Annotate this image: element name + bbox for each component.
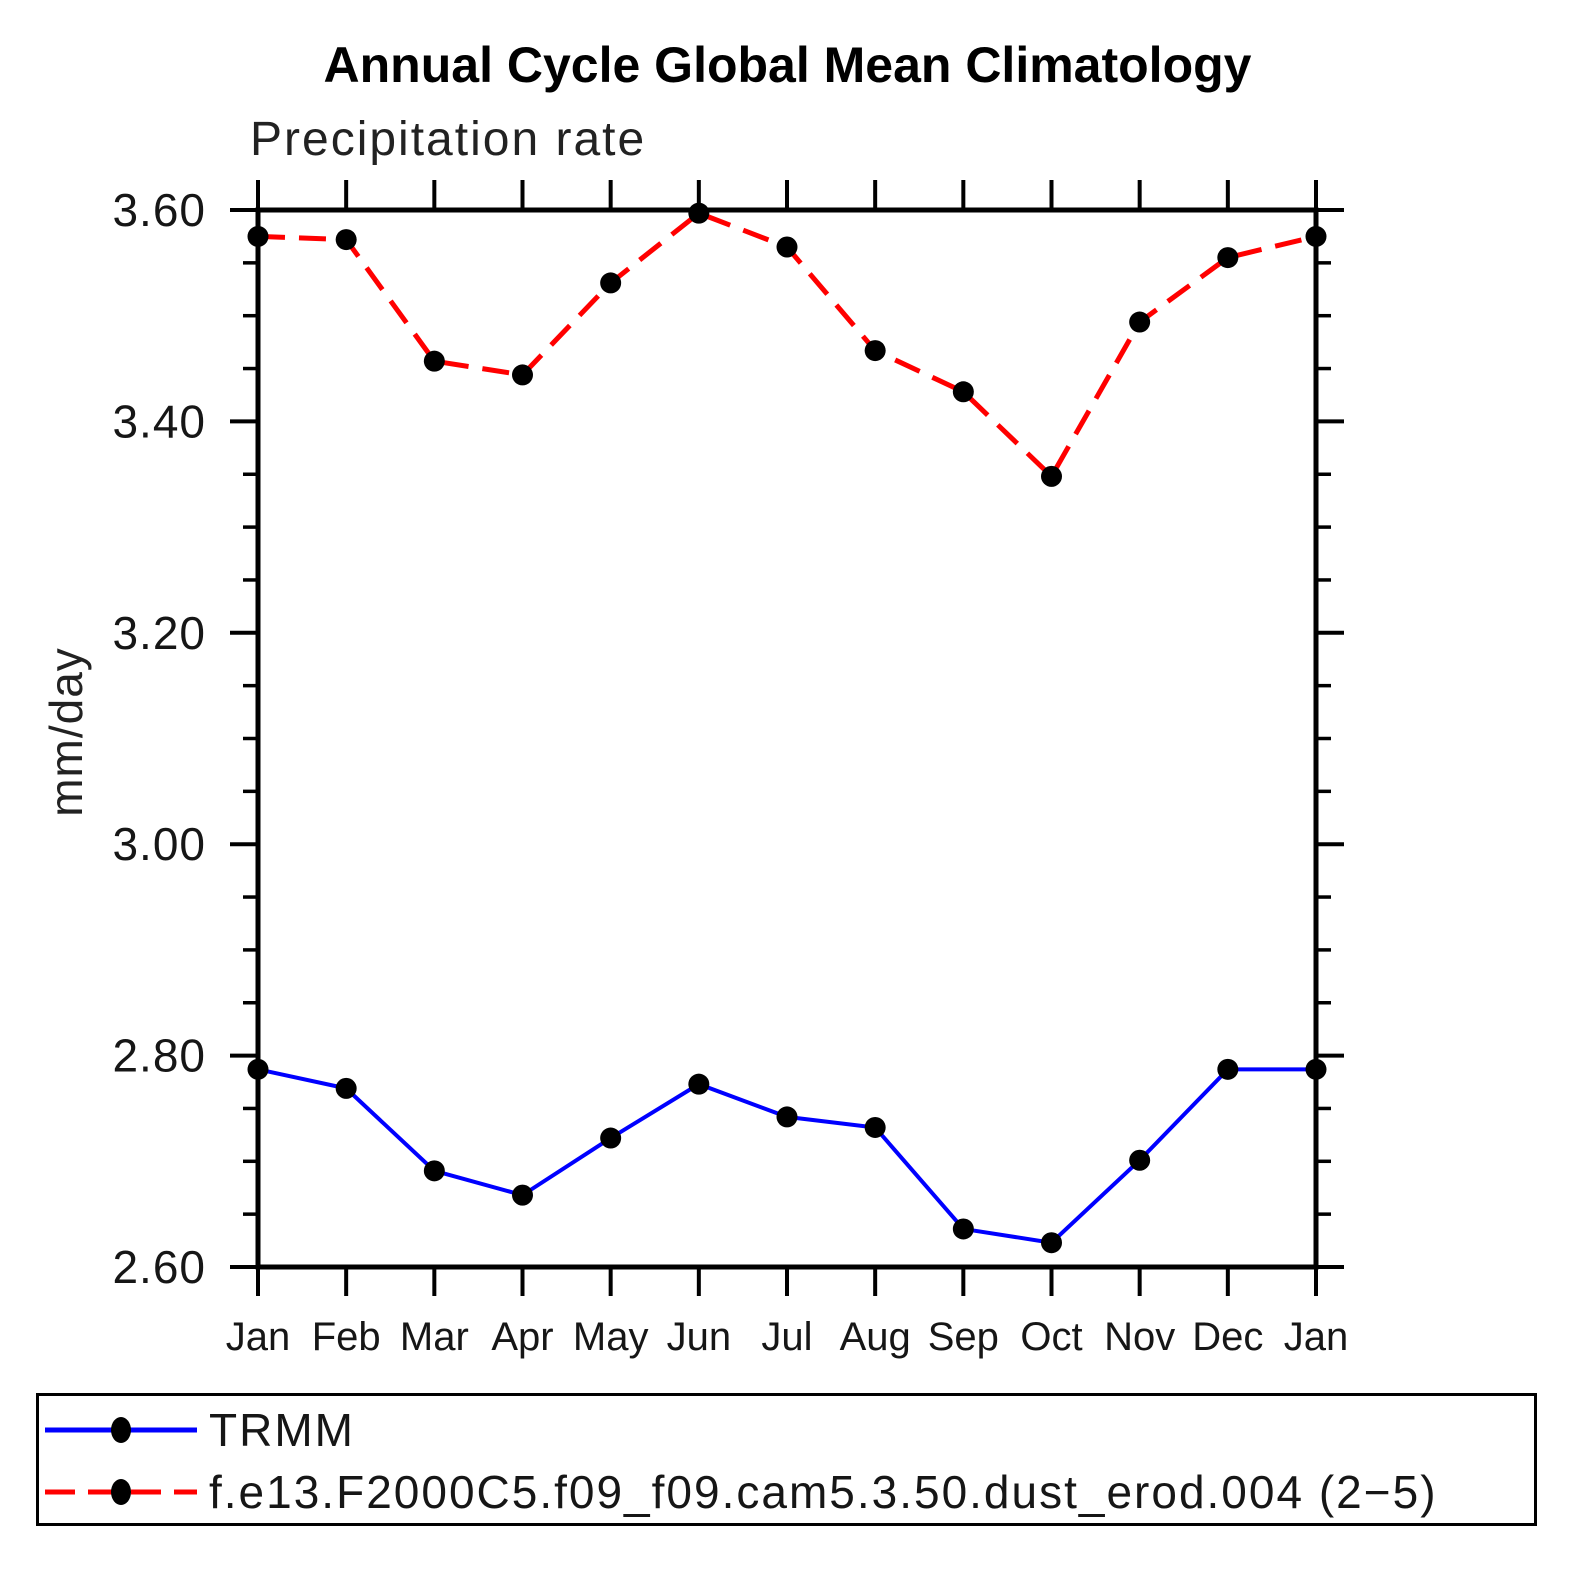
data-point-model-1 [335, 229, 357, 251]
legend-marker-dot-icon [111, 1479, 131, 1505]
x-tick-label: Aug [840, 1315, 911, 1359]
data-point-model-0 [247, 225, 269, 247]
data-point-trmm-4 [600, 1127, 622, 1149]
y-tick-label: 3.00 [112, 818, 206, 870]
y-tick-label: 2.80 [112, 1030, 206, 1082]
x-tick-label: Oct [1020, 1315, 1082, 1359]
legend-dashed-line-marker-icon [45, 1479, 197, 1505]
data-point-trmm-9 [1041, 1232, 1062, 1254]
data-point-model-6 [776, 236, 798, 258]
x-tick-label: Nov [1104, 1315, 1175, 1359]
x-tick-label: Dec [1192, 1315, 1263, 1359]
legend-item-trmm: TRMM [45, 1404, 355, 1456]
legend-label-trmm: TRMM [209, 1404, 355, 1456]
data-point-model-12 [1305, 225, 1327, 247]
data-point-trmm-11 [1217, 1058, 1239, 1080]
data-point-model-8 [952, 381, 974, 403]
x-tick-label: Sep [928, 1315, 999, 1359]
data-point-model-5 [688, 202, 710, 224]
x-tick-label: Jan [226, 1315, 291, 1359]
legend-box: TRMM f.e13.F2000C5.f09_f09.cam5.3.50.dus… [36, 1393, 1537, 1526]
y-tick-label: 2.60 [112, 1241, 206, 1293]
x-tick-label: May [573, 1315, 649, 1359]
x-tick-label: Feb [312, 1315, 381, 1359]
data-point-trmm-6 [776, 1106, 798, 1128]
data-point-model-11 [1217, 247, 1239, 269]
data-point-trmm-12 [1305, 1058, 1327, 1080]
data-point-model-9 [1041, 465, 1062, 487]
legend-label-model: f.e13.F2000C5.f09_f09.cam5.3.50.dust_ero… [209, 1466, 1438, 1518]
data-point-trmm-7 [864, 1116, 886, 1138]
legend-solid-line-marker-icon [45, 1417, 197, 1443]
x-tick-label: Mar [400, 1315, 469, 1359]
y-tick-label: 3.60 [112, 184, 206, 236]
data-point-model-10 [1129, 311, 1151, 333]
data-point-trmm-10 [1129, 1149, 1151, 1171]
x-tick-label: Jun [667, 1315, 732, 1359]
data-point-trmm-1 [335, 1077, 357, 1099]
data-point-trmm-5 [688, 1073, 710, 1095]
y-tick-label: 3.40 [112, 395, 206, 447]
chart-title: Annual Cycle Global Mean Climatology [323, 37, 1252, 93]
data-point-model-4 [600, 272, 622, 294]
data-point-model-3 [512, 364, 533, 386]
x-tick-label: Jul [761, 1315, 812, 1359]
data-point-model-7 [864, 340, 886, 362]
plot-frame [255, 207, 1319, 1270]
series-line-trmm [257, 1067, 1316, 1245]
y-tick-label: 3.20 [112, 607, 206, 659]
data-point-trmm-0 [247, 1058, 269, 1080]
data-point-model-2 [423, 350, 445, 372]
legend-item-model: f.e13.F2000C5.f09_f09.cam5.3.50.dust_ero… [45, 1466, 1438, 1518]
data-point-trmm-8 [952, 1218, 974, 1240]
x-tick-label: Apr [491, 1315, 553, 1359]
data-point-trmm-3 [512, 1184, 533, 1206]
chart-subtitle: Precipitation rate [250, 113, 647, 166]
data-point-trmm-2 [423, 1160, 445, 1182]
x-tick-label: Jan [1284, 1315, 1349, 1359]
legend-marker-dot-icon [111, 1417, 131, 1443]
